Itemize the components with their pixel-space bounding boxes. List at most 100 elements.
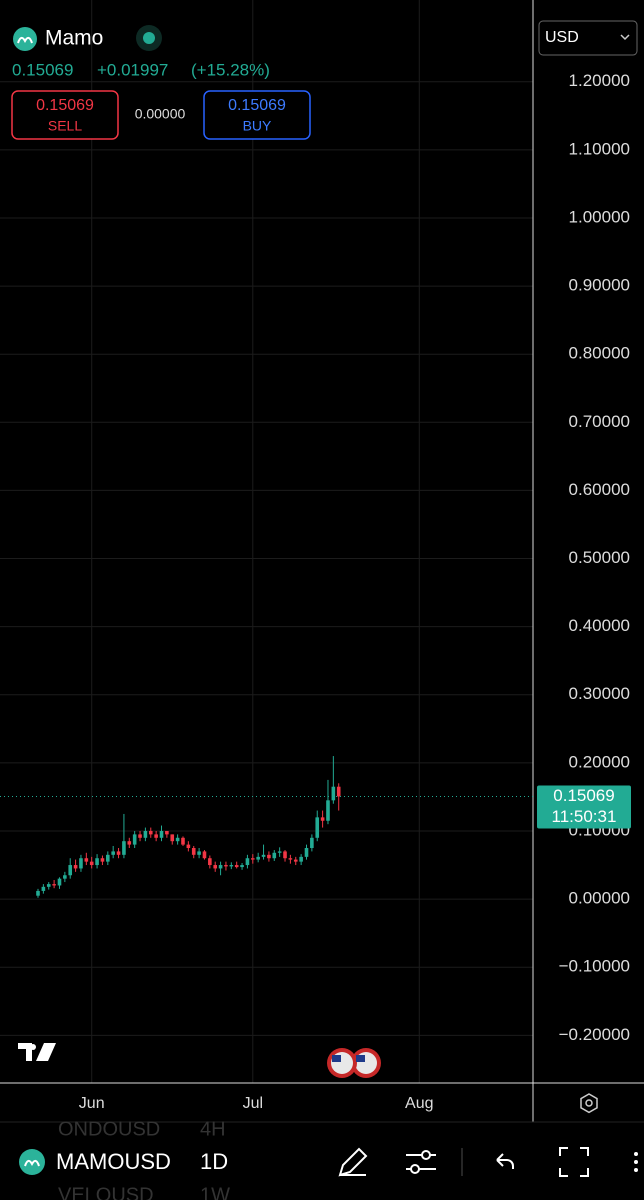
undo-icon[interactable] <box>496 1153 514 1169</box>
candle-body <box>175 837 180 842</box>
candle-body <box>240 865 244 868</box>
candle-body <box>186 844 191 849</box>
sell-label[interactable]: SELL <box>48 118 82 134</box>
buy-button[interactable] <box>203 90 311 140</box>
candle-body <box>202 851 207 859</box>
buy-price[interactable]: 0.15069 <box>228 97 286 114</box>
candle-body <box>100 858 105 862</box>
x-tick-label: Jul <box>243 1095 263 1112</box>
candle-body <box>224 865 228 867</box>
candle-body <box>138 834 142 838</box>
candle-body <box>218 865 223 869</box>
y-tick-label: −0.10000 <box>559 957 630 976</box>
tv-logo[interactable] <box>18 1043 56 1061</box>
toolbar-symbol[interactable]: MAMOUSD <box>56 1149 171 1174</box>
plot <box>0 756 533 898</box>
candle-body <box>154 834 158 838</box>
candle-body <box>143 830 148 838</box>
candle-body <box>245 858 250 866</box>
spread: 0.00000 <box>135 106 186 122</box>
settings-icon-center <box>585 1099 593 1107</box>
candle-body <box>84 858 89 862</box>
indicators-knob <box>421 1150 431 1160</box>
status-dot <box>143 32 155 44</box>
symbol-icon-glyph <box>17 37 33 44</box>
y-tick-label: 0.70000 <box>569 412 630 431</box>
candle-body <box>170 834 175 842</box>
candle-body <box>304 848 309 857</box>
flag-canton <box>356 1055 365 1062</box>
indicators-knob <box>410 1164 420 1174</box>
candle-body <box>106 854 110 862</box>
candle-body <box>315 817 320 838</box>
toolbar-symbol-icon[interactable] <box>19 1149 45 1175</box>
candle-body <box>208 858 212 866</box>
price-change-pct: (+15.28%) <box>191 60 270 79</box>
currency[interactable]: USD <box>545 29 579 46</box>
candle-body <box>116 851 121 855</box>
ghost-interval: 1W <box>200 1184 230 1200</box>
sell-price[interactable]: 0.15069 <box>36 97 94 114</box>
candle-body <box>272 852 277 859</box>
candle-body <box>46 884 51 887</box>
candle-body <box>283 851 287 859</box>
candle-body <box>234 865 239 868</box>
dropdown-arrow <box>620 34 630 41</box>
x-tick-label: Aug <box>405 1095 433 1112</box>
y-tick-label: 0.80000 <box>569 344 630 363</box>
candle-body <box>267 854 271 859</box>
candle-body <box>261 854 266 857</box>
candle-body <box>229 865 234 867</box>
grid <box>0 0 533 1083</box>
price-change: +0.01997 <box>97 60 168 79</box>
price-tag-label: 0.15069 <box>553 786 614 805</box>
y-tick-label: 0.00000 <box>569 889 630 908</box>
candle-body <box>63 875 67 879</box>
candle-body <box>277 851 282 853</box>
candle-body <box>89 861 94 866</box>
candle-body <box>299 856 303 862</box>
menu-dot[interactable] <box>634 1160 638 1164</box>
y-tick-label: 0.50000 <box>569 548 630 567</box>
settings-icon[interactable] <box>580 1093 598 1114</box>
candle-body <box>122 841 126 855</box>
candle-body <box>148 830 153 835</box>
buy-label[interactable]: BUY <box>243 118 272 134</box>
candle-body <box>181 837 185 845</box>
toolbar-interval[interactable]: 1D <box>200 1149 228 1174</box>
ghost-interval: 4H <box>200 1118 226 1140</box>
symbol-icon-glyph <box>24 1160 40 1167</box>
symbol-icon <box>13 27 37 51</box>
y-tick-label: 1.00000 <box>569 207 630 226</box>
last-price: 0.15069 <box>12 60 73 79</box>
candle-body <box>127 841 132 845</box>
candle-body <box>326 800 330 821</box>
currency-select[interactable] <box>538 20 638 56</box>
tv-logo-dot <box>30 1044 36 1050</box>
candle-body <box>251 858 255 860</box>
candle-body <box>57 878 62 886</box>
symbol-name: Mamo <box>45 27 103 50</box>
ghost-symbol: ONDOUSD <box>58 1118 160 1140</box>
menu-dot[interactable] <box>634 1168 638 1172</box>
y-tick-label: 1.10000 <box>569 139 630 158</box>
draw-icon[interactable] <box>338 1147 368 1177</box>
candle-body <box>132 834 137 845</box>
y-tick-label: 0.90000 <box>569 276 630 295</box>
fullscreen-icon[interactable] <box>559 1147 589 1177</box>
y-tick-label: 0.20000 <box>569 752 630 771</box>
candle-body <box>111 851 115 855</box>
menu-dot[interactable] <box>634 1152 638 1156</box>
candle-body <box>310 837 314 849</box>
candle-body <box>191 848 196 855</box>
y-tick-label: 1.20000 <box>569 71 630 90</box>
candle-body <box>256 856 260 860</box>
candle-body <box>41 886 46 891</box>
sell-button[interactable] <box>11 90 119 140</box>
y-tick-label: 0.60000 <box>569 480 630 499</box>
candle-body <box>320 817 325 821</box>
candle-body <box>159 830 164 838</box>
